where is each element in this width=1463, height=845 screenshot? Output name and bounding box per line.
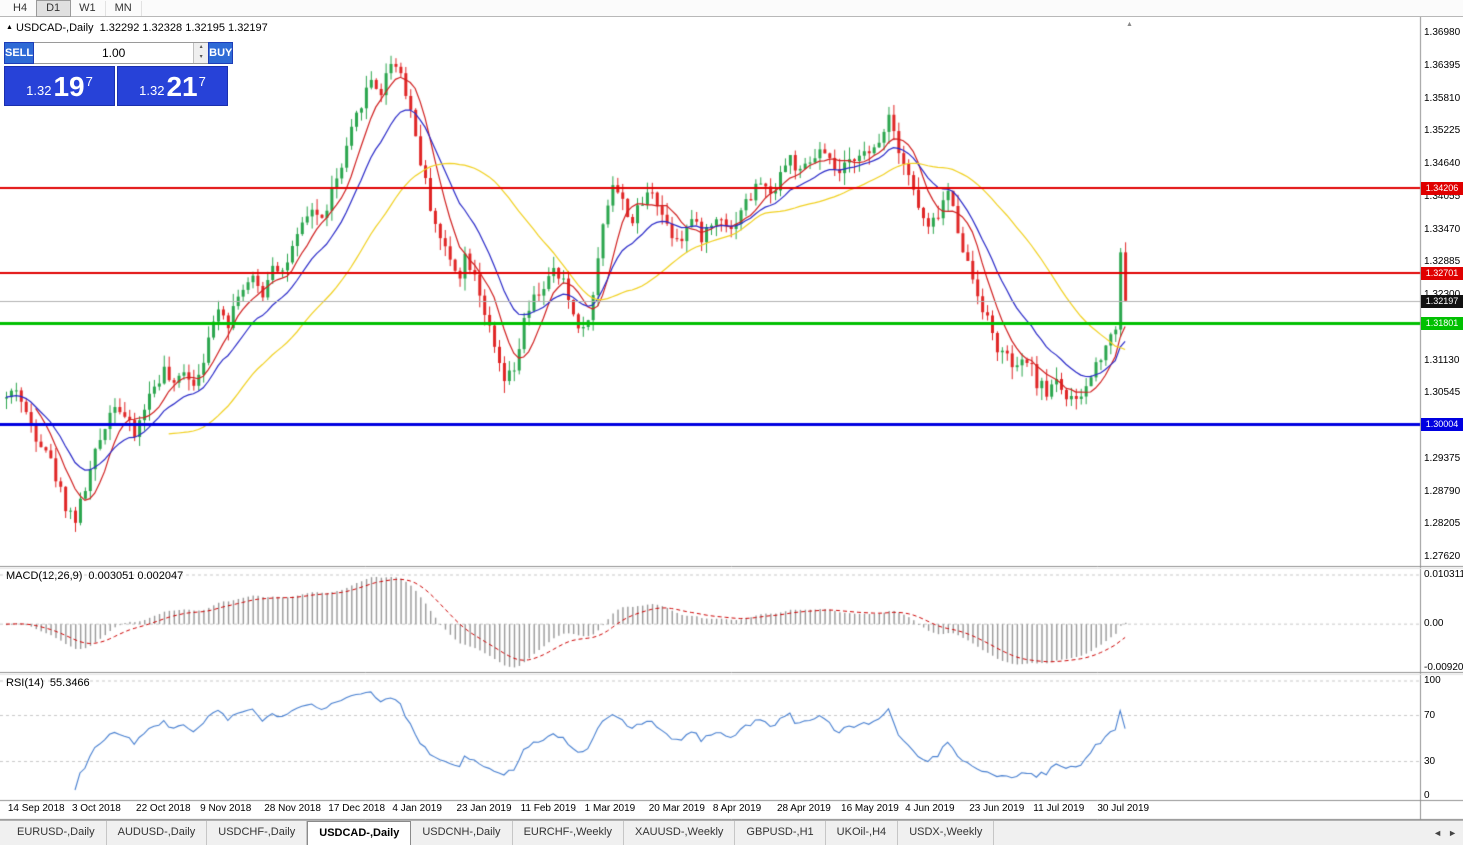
chart-tab[interactable]: XAUUSD-,Weekly bbox=[624, 821, 736, 845]
price-scale-label: 1.35810 bbox=[1424, 92, 1461, 104]
price-scale-label: 1.36395 bbox=[1424, 59, 1461, 71]
price-level-badge-current-price: 1.32197 bbox=[1421, 294, 1463, 308]
x-axis-date-label: 1 Mar 2019 bbox=[584, 803, 636, 814]
x-axis-date-label: 14 Sep 2018 bbox=[7, 803, 65, 814]
price-scale-label: 1.31130 bbox=[1424, 354, 1460, 366]
timeframe-button-w1[interactable]: W1 bbox=[70, 0, 106, 16]
sell-pips: 19 bbox=[53, 71, 85, 102]
price-scale-label: 1.30545 bbox=[1424, 387, 1461, 399]
chart-tab[interactable]: EURCHF-,Weekly bbox=[513, 821, 624, 845]
tab-scroll-arrows: ◄ ► bbox=[1433, 821, 1463, 845]
rsi-value: 55.3466 bbox=[49, 677, 90, 689]
chart-title: ▲ USDCAD-,Daily 1.32292 1.32328 1.32195 1.… bbox=[6, 22, 268, 34]
ohlc-values: 1.32292 1.32328 1.32195 1.32197 bbox=[99, 22, 268, 34]
macd-name: MACD(12,26,9) bbox=[6, 570, 83, 582]
price-scale-label: 1.27620 bbox=[1424, 551, 1461, 562]
volume-input[interactable] bbox=[34, 43, 194, 63]
volume-field[interactable]: ▴ ▾ bbox=[34, 42, 209, 64]
x-axis-date-label: 8 Apr 2019 bbox=[712, 803, 762, 814]
volume-spinner[interactable]: ▴ ▾ bbox=[193, 43, 209, 63]
x-axis-date-label: 28 Nov 2018 bbox=[264, 803, 321, 814]
collapse-triangle-icon[interactable]: ▲ bbox=[6, 24, 13, 31]
sell-big-figure: 1.32 bbox=[26, 83, 52, 98]
price-scale-label: 1.34640 bbox=[1424, 158, 1461, 169]
price-scale-label: 1.32885 bbox=[1424, 256, 1461, 268]
price-scale-label: 1.28790 bbox=[1424, 485, 1461, 497]
tab-scroll-left-icon[interactable]: ◄ bbox=[1433, 828, 1443, 838]
buy-pips: 21 bbox=[166, 71, 198, 102]
price-level-badge-resistance-lower: 1.32701 bbox=[1421, 266, 1463, 280]
sell-pipette: 7 bbox=[85, 74, 93, 89]
x-axis-date-label: 20 Mar 2019 bbox=[648, 803, 705, 814]
price-scale-label: 1.32300 bbox=[1424, 289, 1460, 300]
x-axis-date-label: 11 Jul 2019 bbox=[1033, 803, 1085, 814]
chart-tab-bar: EURUSD-,Daily AUDUSD-,Daily USDCHF-,Daily U… bbox=[0, 820, 1463, 845]
x-axis-date-label: 23 Jun 2019 bbox=[969, 803, 1025, 814]
price-level-badge-support-green: 1.31801 bbox=[1421, 316, 1463, 330]
timeframe-toolbar: H4 D1 W1 MN bbox=[0, 0, 1463, 17]
buy-button[interactable]: BUY bbox=[208, 42, 234, 64]
spinner-up-icon[interactable]: ▴ bbox=[194, 43, 209, 53]
x-axis-date-label: 17 Dec 2018 bbox=[328, 803, 386, 814]
chart-tab[interactable]: USDX-,Weekly bbox=[898, 821, 995, 845]
chart-shift-marker-icon: ▲ bbox=[1126, 21, 1133, 28]
rsi-name: RSI(14) bbox=[6, 677, 44, 689]
spinner-down-icon[interactable]: ▾ bbox=[194, 53, 209, 63]
buy-pipette: 7 bbox=[198, 74, 206, 89]
x-axis-date-label: 30 Jul 2019 bbox=[1097, 803, 1150, 814]
price-scale-label: 1.28205 bbox=[1424, 518, 1461, 530]
price-scale-label: 1.33470 bbox=[1424, 223, 1461, 235]
price-scale-label: 1.35225 bbox=[1424, 125, 1461, 137]
x-axis-date-label: 11 Feb 2019 bbox=[520, 803, 576, 814]
one-click-trading-panel: SELL ▴ ▾ BUY 1.32 19 7 1.32 21 7 bbox=[4, 42, 234, 106]
chart-tab[interactable]: USDCNH-,Daily bbox=[411, 821, 513, 845]
macd-scale-label: 0.00 bbox=[1424, 618, 1444, 630]
rsi-scale-label: 30 bbox=[1424, 755, 1436, 767]
macd-values: 0.003051 0.002047 bbox=[88, 570, 184, 582]
price-chart-canvas[interactable] bbox=[0, 17, 1463, 820]
price-scale-label: 1.34055 bbox=[1424, 190, 1461, 202]
buy-big-figure: 1.32 bbox=[139, 83, 165, 98]
macd-indicator-label: MACD(12,26,9) 0.003051 0.002047 bbox=[6, 570, 183, 582]
trade-prices-row: 1.32 19 7 1.32 21 7 bbox=[4, 66, 228, 106]
buy-price-display[interactable]: 1.32 21 7 bbox=[117, 66, 228, 106]
chart-tab[interactable]: GBPUSD-,H1 bbox=[735, 821, 826, 845]
tab-scroll-right-icon[interactable]: ► bbox=[1448, 828, 1457, 838]
x-axis-date-label: 4 Jun 2019 bbox=[905, 803, 955, 814]
trade-controls-row: SELL ▴ ▾ BUY bbox=[4, 42, 234, 64]
sell-price-display[interactable]: 1.32 19 7 bbox=[4, 66, 115, 106]
rsi-indicator-label: RSI(14) 55.3466 bbox=[6, 677, 90, 689]
macd-scale-label: -0.009203 bbox=[1424, 662, 1463, 673]
rsi-scale-label: 70 bbox=[1424, 709, 1436, 721]
timeframe-button-d1[interactable]: D1 bbox=[36, 0, 72, 17]
symbol-title: USDCAD-,Daily bbox=[15, 22, 94, 34]
chart-tab[interactable]: AUDUSD-,Daily bbox=[107, 821, 208, 845]
rsi-scale-label: 0 bbox=[1424, 790, 1430, 801]
x-axis-date-label: 4 Jan 2019 bbox=[392, 803, 442, 814]
price-level-badge-resistance-upper: 1.34206 bbox=[1421, 182, 1463, 196]
price-level-badge-support-blue: 1.30004 bbox=[1421, 417, 1463, 431]
x-axis-date-label: 16 May 2019 bbox=[841, 803, 899, 814]
price-scale-label: 1.29375 bbox=[1424, 452, 1461, 464]
chart-tab[interactable]: UKOil-,H4 bbox=[826, 821, 899, 845]
price-scale-label: 1.36980 bbox=[1424, 27, 1461, 38]
x-axis-date-label: 22 Oct 2018 bbox=[136, 803, 191, 814]
timeframe-button-h4[interactable]: H4 bbox=[4, 0, 38, 16]
timeframe-button-mn[interactable]: MN bbox=[106, 0, 142, 16]
macd-scale-label: 0.010311 bbox=[1424, 569, 1463, 580]
sell-button[interactable]: SELL bbox=[4, 42, 35, 64]
x-axis-date-label: 9 Nov 2018 bbox=[200, 803, 252, 814]
chart-tab[interactable]: USDCHF-,Daily bbox=[207, 821, 308, 845]
chart-tab[interactable]: USDCAD-,Daily bbox=[307, 821, 412, 845]
x-axis-date-label: 23 Jan 2019 bbox=[456, 803, 512, 814]
chart-tab[interactable]: EURUSD-,Daily bbox=[6, 821, 107, 845]
x-axis-date-label: 28 Apr 2019 bbox=[776, 803, 831, 814]
x-axis-date-label: 3 Oct 2018 bbox=[71, 803, 121, 814]
rsi-scale-label: 100 bbox=[1424, 675, 1441, 686]
